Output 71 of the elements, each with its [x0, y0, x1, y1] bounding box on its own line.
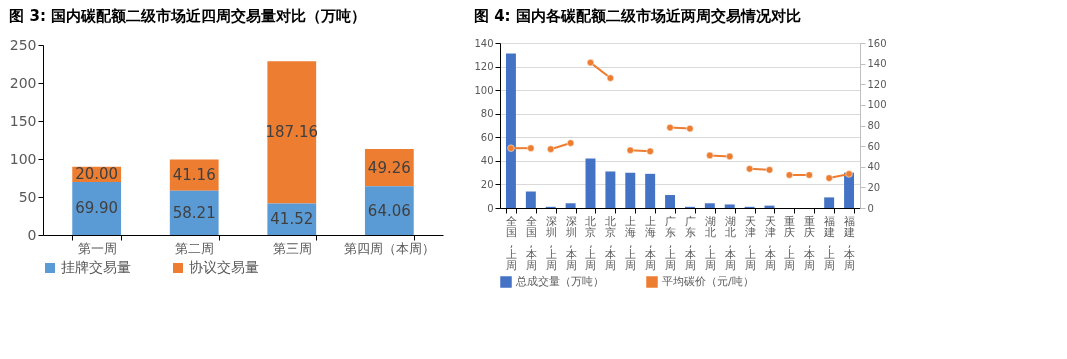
- y-tick-label: 100: [474, 84, 494, 96]
- data-label: 58.21: [172, 203, 216, 222]
- y-tick-label: 0: [27, 226, 37, 243]
- x-tick-label: 湖北,本周: [724, 214, 736, 272]
- y-tick-label: 140: [474, 37, 494, 49]
- bar: [824, 197, 835, 208]
- x-tick-label: 北京,上周: [585, 214, 597, 272]
- legend-label: 总成交量（万吨）: [515, 275, 604, 288]
- data-label: 69.90: [75, 199, 119, 218]
- x-tick-label: 广东,上周: [665, 214, 677, 272]
- y2-tick-label: 60: [867, 140, 881, 152]
- bar: [525, 191, 536, 208]
- x-tick-label: 广东,本周: [684, 214, 696, 272]
- bar: [724, 204, 735, 208]
- y2-tick-label: 20: [867, 181, 881, 193]
- legend-label: 平均碳价（元/吨）: [662, 275, 754, 288]
- data-label: 64.06: [367, 201, 411, 220]
- y2-tick-label: 0: [867, 202, 874, 214]
- y-tick-label: 250: [9, 36, 37, 53]
- x-tick-label: 第四周（本周）: [344, 240, 436, 256]
- bar: [625, 172, 636, 208]
- data-label: 41.16: [172, 166, 216, 185]
- x-tick-label: 天津,上周: [744, 214, 756, 272]
- x-tick-label: 重庆,上周: [784, 214, 796, 272]
- x-tick-label: 重庆,本周: [804, 214, 816, 272]
- y2-tick-label: 80: [867, 120, 881, 131]
- y2-tick-label: 160: [867, 37, 887, 49]
- y-tick-label: 80: [480, 108, 494, 120]
- data-label: 41.52: [270, 210, 314, 229]
- chart-title: 图 3: 国内碳配额二级市场近四周交易量对比（万吨）: [9, 7, 367, 25]
- x-tick-label: 福建,本周: [843, 214, 856, 272]
- bar: [565, 203, 576, 208]
- x-tick-label: 上海,上周: [625, 214, 637, 272]
- bar: [704, 203, 715, 208]
- y-tick-label: 20: [480, 178, 494, 190]
- x-tick-label: 第一周: [77, 240, 117, 256]
- y2-tick-label: 100: [867, 99, 887, 111]
- x-tick-label: 深圳,上周: [544, 214, 557, 272]
- x-tick-label: 全国,本周: [525, 214, 537, 272]
- chart-title: 图 4: 国内各碳配额二级市场近两周交易情况对比: [473, 7, 801, 25]
- bar: [267, 61, 317, 204]
- legend-label: 挂牌交易量: [61, 259, 131, 275]
- y-tick-label: 40: [480, 155, 494, 167]
- y2-tick-label: 140: [867, 58, 887, 70]
- x-tick-label: 深圳,本周: [564, 214, 577, 272]
- x-tick-label: 北京,本周: [605, 214, 617, 272]
- bar: [364, 186, 414, 235]
- y-tick-label: 100: [9, 150, 37, 167]
- bar: [505, 53, 516, 208]
- bar: [645, 173, 656, 208]
- y2-tick-label: 40: [867, 161, 881, 173]
- x-tick-label: 天津,本周: [764, 214, 776, 272]
- x-tick-label: 湖北,上周: [704, 214, 716, 272]
- legend-label: 协议交易量: [189, 259, 259, 275]
- y-tick-label: 200: [9, 74, 37, 91]
- x-tick-label: 福建,上周: [823, 214, 836, 272]
- x-tick-label: 全国,上周: [505, 214, 517, 272]
- bar: [585, 158, 596, 208]
- x-tick-label: 第三周: [272, 240, 312, 256]
- data-label: 20.00: [75, 165, 119, 184]
- x-tick-label: 第二周: [175, 240, 215, 256]
- y-tick-label: 60: [480, 131, 494, 143]
- bar: [605, 171, 616, 208]
- x-tick-label: 上海,本周: [645, 214, 657, 272]
- y-tick-label: 50: [18, 188, 37, 205]
- bar: [665, 195, 676, 208]
- y-tick-label: 0: [487, 202, 494, 214]
- y-tick-label: 120: [474, 61, 494, 73]
- y2-tick-label: 120: [867, 78, 887, 90]
- data-label: 49.26: [367, 158, 411, 177]
- y-tick-label: 150: [9, 112, 37, 129]
